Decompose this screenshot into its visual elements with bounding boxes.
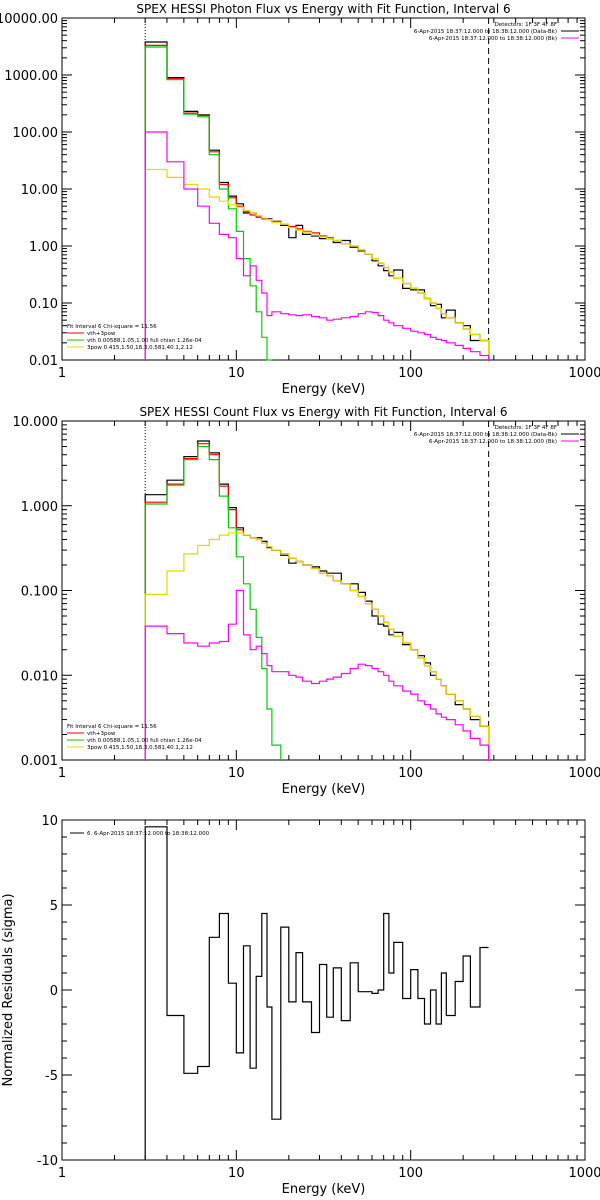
y-tick-label: 0	[50, 984, 58, 999]
x-tick-label: 1	[58, 366, 66, 381]
legend-bottom-left-entry: Fit Interval 6 Chi-square = 11.56	[67, 324, 157, 330]
legend-bottom-left-entry: vth+3pow	[87, 731, 116, 737]
x-tick-label: 100	[398, 1166, 423, 1181]
legend-top-right-entry: 6-Apr-2015 18:37:12.000 to 18:38:12.000 …	[429, 439, 557, 445]
x-axis-label: Energy (keV)	[282, 1182, 366, 1197]
y-tick-label: 1.000	[21, 500, 58, 515]
legend-top-right-entry: Detectors: 1F 3F 4F 8F	[495, 22, 557, 28]
series-2-line	[144, 46, 273, 361]
y-tick-label: 10.00	[21, 183, 58, 198]
x-tick-label: 1000	[568, 1166, 600, 1181]
legend-entry: 6. 6-Apr-2015 18:37:12.000 to 18:38:12.0…	[87, 831, 210, 837]
legend-top-right-entry: Detectors: 1F 3F 4F 8F	[495, 425, 557, 431]
x-axis-label: Energy (keV)	[282, 382, 366, 397]
count-flux-panel: SPEX HESSI Count Flux vs Energy with Fit…	[13, 405, 600, 797]
series-4-line	[144, 589, 490, 761]
y-tick-label: 5	[50, 899, 58, 914]
legend-bottom-left-entry: vth+3pow	[87, 331, 116, 337]
y-tick-label: -5	[45, 1069, 58, 1084]
y-tick-label: 10000.00	[0, 12, 58, 27]
series-2-line	[144, 445, 282, 761]
legend-bottom-left-entry: 3pow 0.415,1.50,18.3,0.581,40.1,2.12	[87, 345, 193, 351]
y-tick-label: -10	[37, 1154, 58, 1169]
series-3-line	[144, 532, 490, 761]
x-tick-label: 10	[228, 766, 245, 781]
series-4-line	[144, 131, 490, 361]
x-axis-label: Energy (keV)	[282, 782, 366, 797]
y-tick-label: 0.10	[29, 297, 58, 312]
chart-title: SPEX HESSI Count Flux vs Energy with Fit…	[139, 405, 507, 419]
series-0-line	[144, 826, 489, 1160]
y-tick-label: 0.010	[21, 669, 58, 684]
series-1-line	[144, 44, 490, 361]
y-tick-label: 0.01	[29, 354, 58, 369]
y-tick-label: 100.00	[13, 126, 59, 141]
legend-bottom-left-entry: Fit Interval 6 Chi-square = 11.56	[67, 724, 157, 730]
x-tick-label: 1	[58, 1166, 66, 1181]
x-tick-label: 10	[228, 366, 245, 381]
residuals-panel: 1 10 100 1000 -10 -5 0 5 10 Energy (keV) Normalize…	[1, 814, 600, 1197]
legend-top-right-entry: 6-Apr-2015 18:37:12.000 to 18:38:12.000 …	[414, 29, 557, 35]
series-group	[144, 826, 489, 1160]
photon-flux-panel: SPEX HESSI Photon Flux vs Energy with Fi…	[0, 2, 600, 397]
y-tick-label: 1.00	[29, 240, 58, 255]
y-tick-label: 10	[41, 814, 58, 829]
x-tick-label: 1000	[568, 766, 600, 781]
y-tick-label: 0.100	[21, 585, 58, 600]
x-tick-label: 100	[398, 766, 423, 781]
y-tick-label: 10.000	[13, 415, 59, 430]
x-tick-label: 1	[58, 766, 66, 781]
legend-top-right-entry: 6-Apr-2015 18:37:12.000 to 18:38:12.000 …	[429, 36, 557, 42]
plot-frame	[61, 420, 586, 761]
legend-bottom-left-entry: vth 0.00588,1.05,1.00 full chian 1.26e-0…	[87, 738, 202, 744]
chart-title: SPEX HESSI Photon Flux vs Energy with Fi…	[136, 2, 510, 16]
y-axis-label: Normalized Residuals (sigma)	[1, 893, 16, 1086]
y-tick-label: 0.001	[21, 754, 58, 769]
legend-bottom-left-entry: vth 0.00588,1.05,1.00 full chian 1.26e-0…	[87, 338, 202, 344]
series-group	[144, 41, 490, 361]
x-tick-label: 10	[228, 1166, 245, 1181]
legend-top-right-entry: 6-Apr-2015 18:37:12.000 to 18:38:12.000 …	[414, 432, 557, 438]
x-tick-label: 1000	[568, 366, 600, 381]
plot-frame	[61, 819, 586, 1161]
legend-bottom-left-entry: 3pow 0.415,1.50,18.3,0.581,40.1,2.12	[87, 745, 193, 751]
series-3-line	[144, 168, 490, 361]
y-tick-label: 1000.00	[4, 69, 58, 84]
series-group	[144, 440, 490, 761]
plot-frame	[61, 17, 586, 361]
series-0-line	[144, 41, 490, 361]
x-tick-label: 100	[398, 366, 423, 381]
